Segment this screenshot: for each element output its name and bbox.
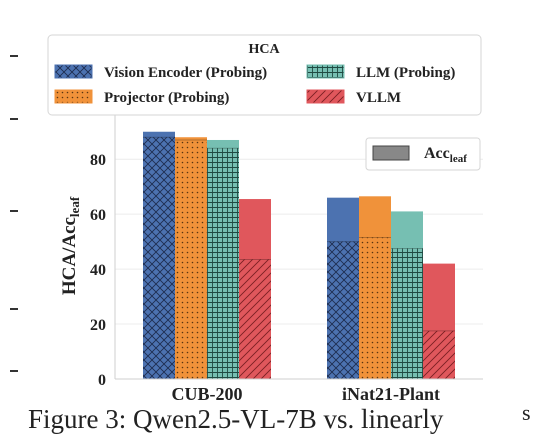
- acc-legend: Accleaf: [365, 137, 481, 171]
- left-edge-mark-3: [10, 210, 18, 212]
- hca-bar: [391, 248, 423, 379]
- legend-entry-label: Projector (Probing): [104, 90, 229, 106]
- acc-legend-swatch: [372, 145, 410, 161]
- y-tick-label: 80: [90, 152, 106, 169]
- legend-entry-label: Vision Encoder (Probing): [104, 65, 267, 81]
- legend-swatch-hatch: [306, 89, 345, 104]
- left-edge-mark-1: [10, 55, 18, 57]
- y-tick-label: 0: [98, 372, 106, 389]
- caption-right-edge-text: s: [522, 400, 531, 425]
- hca-legend-title: HCA: [248, 42, 280, 57]
- svg-text:HCA/Accleaf: HCA/Accleaf: [59, 196, 82, 295]
- hca-bar: [327, 241, 359, 379]
- legend-swatch-hatch: [54, 89, 93, 104]
- y-axis-label: HCA/Acc: [59, 217, 80, 295]
- legend-entry-label: VLLM: [356, 90, 401, 106]
- x-tick-label: iNat21-Plant: [342, 384, 440, 404]
- figure-caption: Figure 3: Qwen2.5-VL-7B vs. linearly: [28, 404, 444, 434]
- legend-swatch-hatch: [54, 64, 93, 79]
- y-tick-label: 20: [90, 317, 106, 334]
- acc-legend-label: Acc: [424, 145, 450, 162]
- left-edge-mark-5: [10, 370, 18, 372]
- hca-legend: HCA Vision Encoder (Probing) LLM (Probing…: [47, 34, 482, 116]
- bars: [143, 131, 455, 379]
- y-axis-title: HCA/Accleaf: [59, 196, 82, 295]
- hca-bar: [423, 330, 455, 379]
- legend-entry-label: LLM (Probing): [356, 65, 455, 81]
- legend-swatch-hatch: [306, 64, 345, 79]
- hca-bar: [143, 137, 175, 379]
- acc-legend-subscript: leaf: [450, 153, 467, 165]
- left-edge-mark-4: [10, 308, 18, 310]
- x-tick-label: CUB-200: [172, 384, 243, 404]
- hca-legend-frame: [47, 34, 482, 116]
- y-tick-label: 60: [90, 207, 106, 224]
- y-tick-label: 40: [90, 262, 106, 279]
- svg-text:Accleaf: Accleaf: [424, 145, 467, 165]
- hca-bar: [359, 237, 391, 379]
- hca-bar: [239, 259, 271, 379]
- hca-bar: [175, 139, 207, 379]
- left-edge-mark-2: [10, 118, 18, 120]
- y-axis-label-subscript: leaf: [67, 196, 82, 217]
- hca-bar: [207, 148, 239, 379]
- axes: 0 20 40 60 80 CUB-200 iNat21-Plant: [90, 108, 483, 404]
